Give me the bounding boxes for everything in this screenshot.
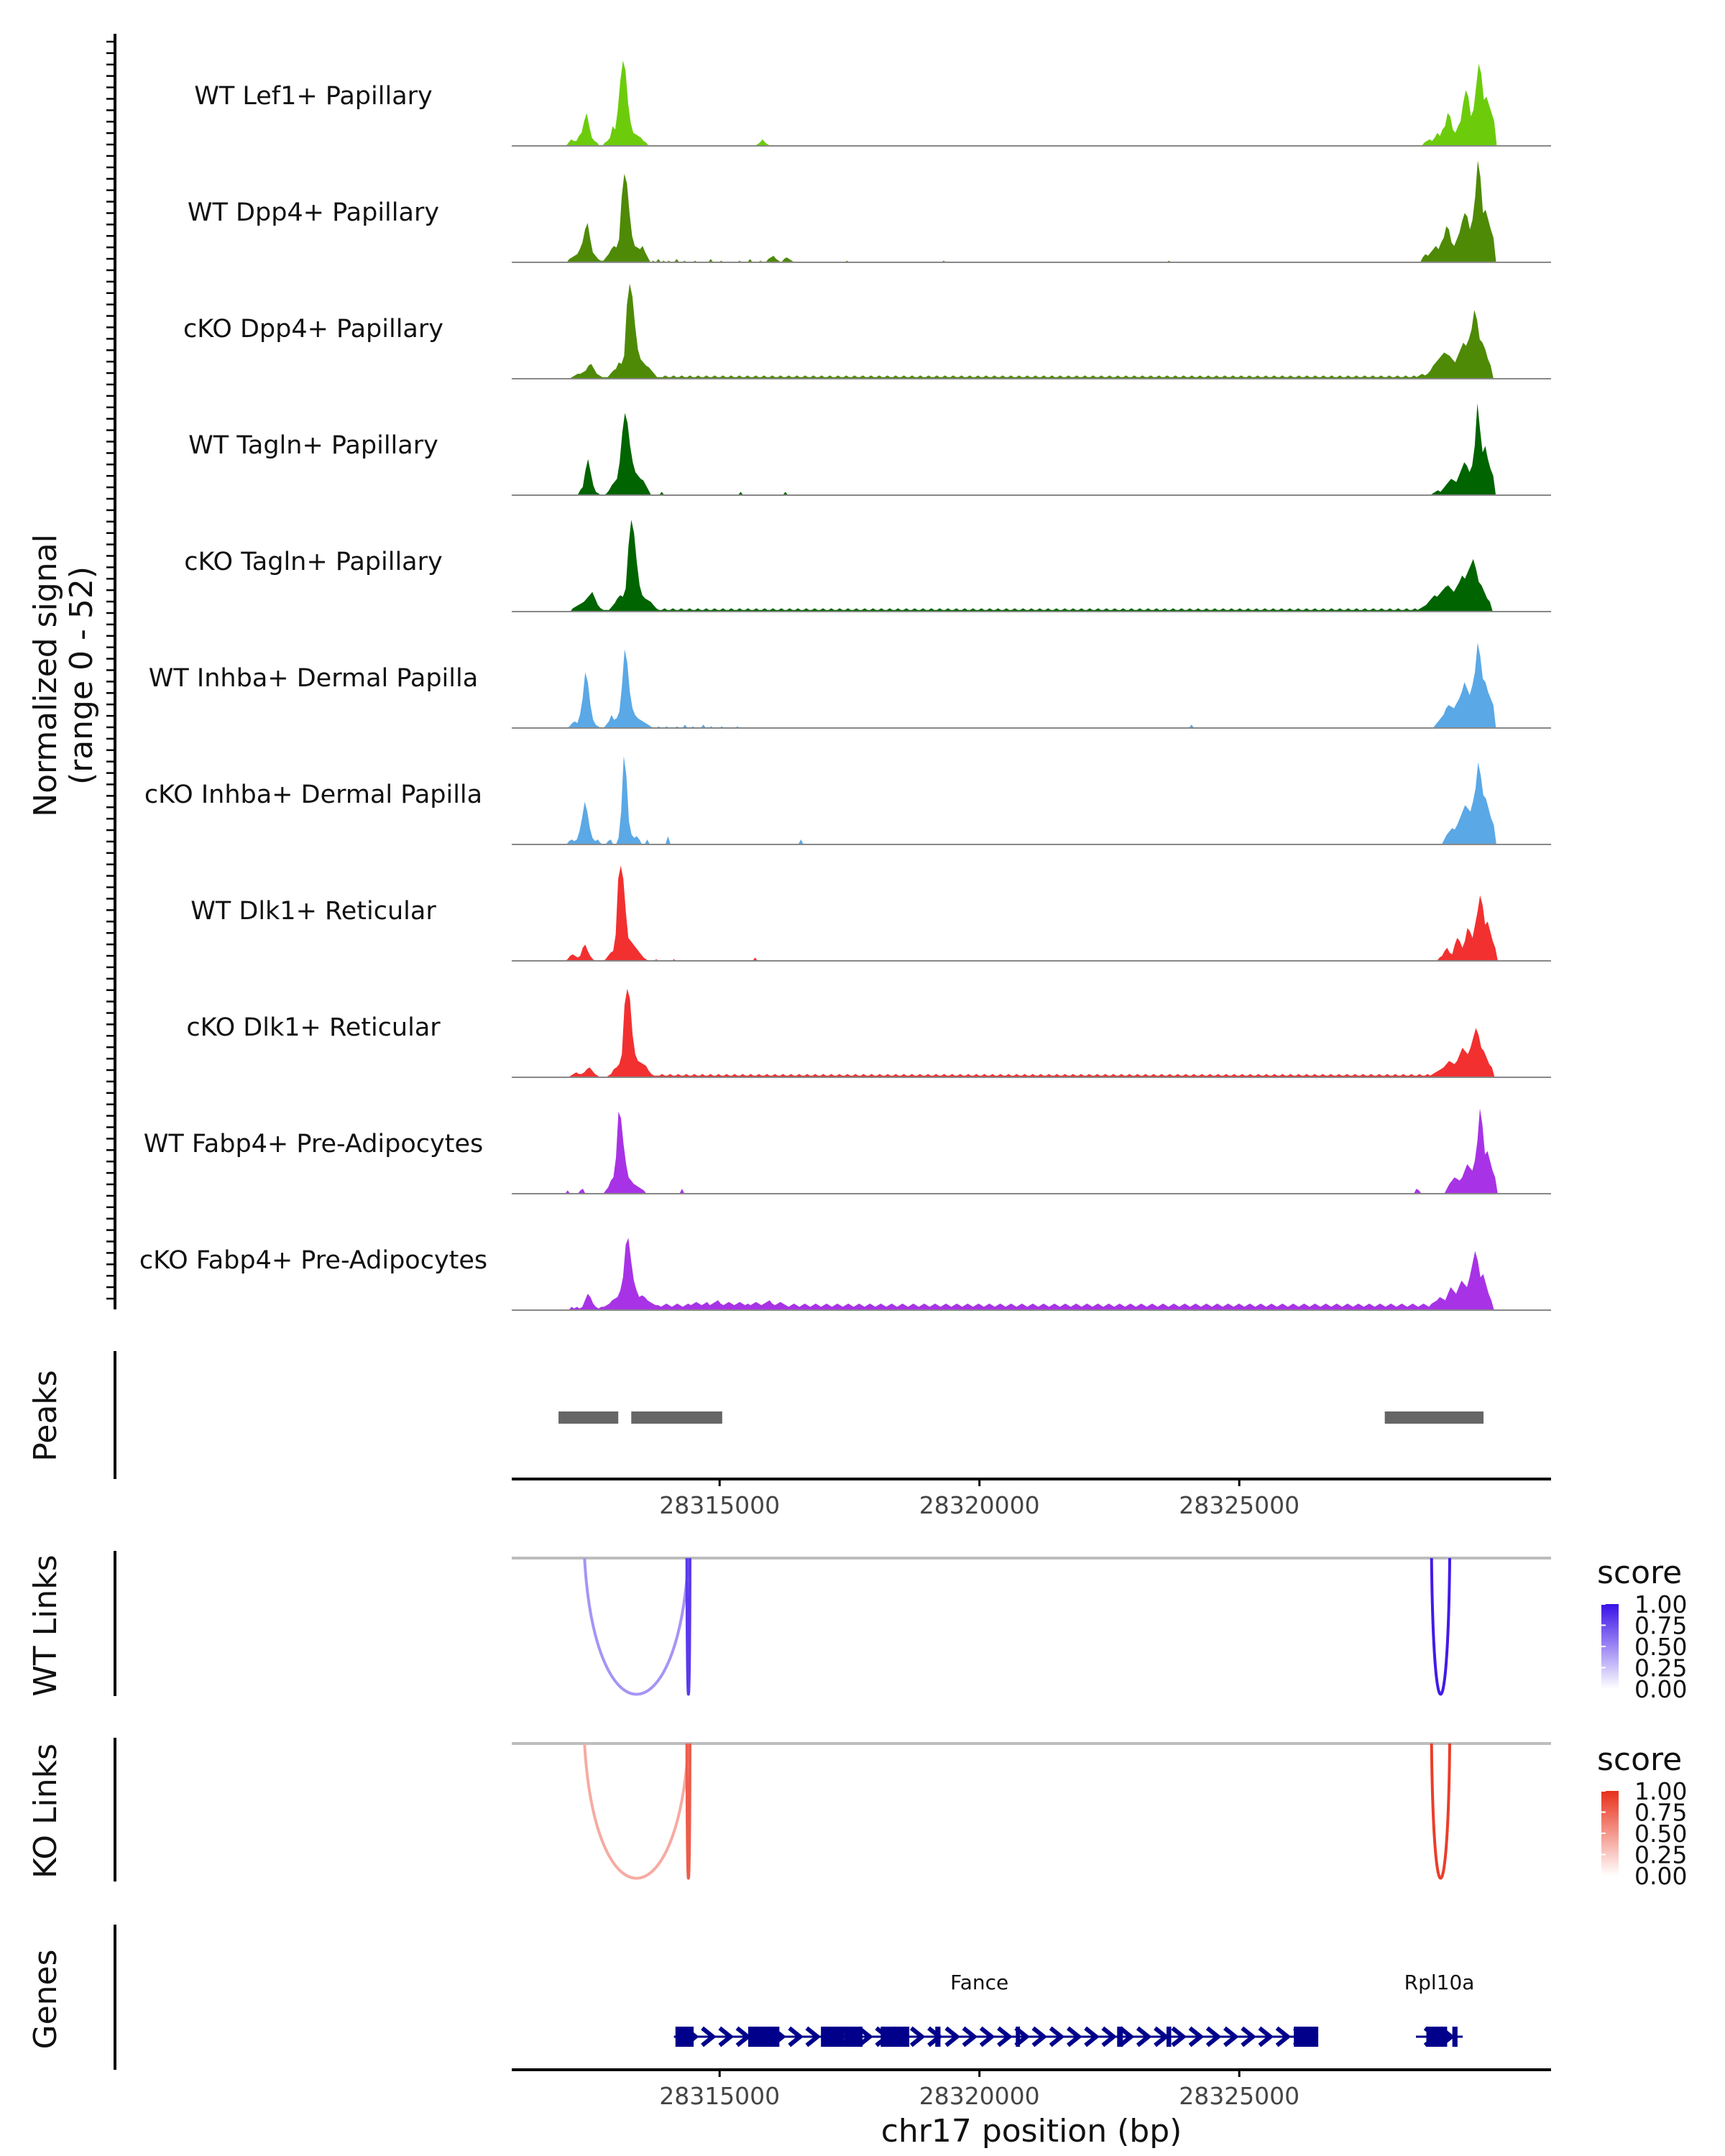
- coverage-area-track-3: [512, 403, 1551, 495]
- track-label-8: cKO Dlk1+ Reticular: [186, 1013, 441, 1042]
- track-label-10: cKO Fabp4+ Pre-Adipocytes: [139, 1246, 487, 1275]
- genes-label: Genes: [27, 1949, 64, 2049]
- link-arc-0: [583, 1557, 690, 1696]
- ko-link-arcs: [583, 1743, 1452, 1880]
- coverage-tracks: WT Lef1+ Papillary WT Dpp4+ Papillary cKO …: [139, 60, 1551, 1311]
- track-label-9: WT Fabp4+ Pre-Adipocytes: [144, 1130, 483, 1158]
- track-label-1: WT Dpp4+ Papillary: [188, 198, 439, 227]
- wt-links-panel: WT Links score 1.000.750.500.250.00: [27, 1551, 1687, 1703]
- coverage-area-track-7: [512, 865, 1551, 961]
- peak-regions: [558, 1411, 1484, 1424]
- x-tick-label-bottom-1: 28320000: [919, 2082, 1040, 2110]
- coverage-area-track-4: [512, 520, 1551, 612]
- track-label-0: WT Lef1+ Papillary: [194, 82, 433, 111]
- peaks-label: Peaks: [27, 1370, 64, 1461]
- peak-region-0: [558, 1411, 619, 1424]
- coverage-area-track-8: [512, 988, 1551, 1077]
- wt-link-arcs: [583, 1557, 1452, 1696]
- link-arc-2: [1430, 1743, 1452, 1880]
- coverage-area-track-0: [512, 60, 1551, 146]
- link-arc-2: [1430, 1557, 1452, 1696]
- link-arc-0: [583, 1743, 690, 1880]
- exon-0-7: [1117, 2027, 1123, 2047]
- legend-tick-label-3: 0.25: [1634, 1654, 1687, 1682]
- x-tick-label-top-1: 28320000: [919, 1491, 1040, 1519]
- exon-0-0: [675, 2027, 694, 2047]
- peaks-panel: Peaks 28315000 28320000 28325000: [27, 1351, 1551, 1519]
- x-axis-ticks-bottom: 28315000 28320000 28325000: [659, 2070, 1300, 2110]
- exon-0-9: [1294, 2027, 1319, 2047]
- coverage-area-track-5: [512, 642, 1551, 728]
- legend-tick-label-2: 0.50: [1634, 1633, 1687, 1661]
- legend-tick-label-1: 0.75: [1634, 1799, 1687, 1827]
- exon-1-0: [1426, 2027, 1448, 2047]
- track-label-5: WT Inhba+ Dermal Papilla: [149, 664, 478, 693]
- exon-0-3: [844, 2027, 863, 2047]
- coverage-y-label-range: (range 0 - 52): [63, 566, 100, 785]
- legend-tick-label-0: 1.00: [1634, 1777, 1687, 1805]
- peak-region-1: [631, 1411, 722, 1424]
- peak-region-2: [1384, 1411, 1484, 1424]
- legend-tick-label-2: 0.50: [1634, 1820, 1687, 1848]
- legend-tick-label-1: 0.75: [1634, 1612, 1687, 1640]
- genes-panel: Genes Fance Rpl10a 28315000 28320000 283250…: [27, 1925, 1551, 2150]
- gene-name-1: Rpl10a: [1404, 1971, 1475, 1994]
- exon-0-1: [748, 2027, 780, 2047]
- gene-models: Fance Rpl10a: [673, 1971, 1475, 2047]
- exon-0-6: [1016, 2027, 1021, 2047]
- wt-score-legend: score 1.000.750.500.250.00: [1597, 1554, 1687, 1703]
- track-label-3: WT Tagln+ Papillary: [188, 431, 438, 460]
- link-arc-1: [685, 1743, 691, 1880]
- coverage-panel: Normalized signal (range 0 - 52) WT Lef1…: [27, 34, 1551, 1311]
- track-label-7: WT Dlk1+ Reticular: [190, 897, 436, 926]
- wt-legend-ticks: 1.000.750.500.250.00: [1601, 1590, 1687, 1703]
- gene-name-0: Fance: [950, 1971, 1008, 1994]
- ko-legend-ticks: 1.000.750.500.250.00: [1601, 1777, 1687, 1890]
- link-arc-1: [685, 1557, 691, 1696]
- coverage-area-track-2: [512, 283, 1551, 379]
- x-axis-ticks-top: 28315000 28320000 28325000: [659, 1479, 1300, 1519]
- x-tick-label-bottom-0: 28315000: [659, 2082, 780, 2110]
- coverage-area-track-6: [512, 755, 1551, 844]
- exon-0-8: [1166, 2027, 1172, 2047]
- legend-tick-label-3: 0.25: [1634, 1841, 1687, 1869]
- x-tick-label-top-2: 28325000: [1179, 1491, 1300, 1519]
- coverage-y-label: Normalized signal: [27, 534, 64, 817]
- ko-legend-title: score: [1597, 1741, 1682, 1778]
- legend-tick-label-0: 1.00: [1634, 1590, 1687, 1618]
- coverage-area-track-1: [512, 160, 1551, 262]
- legend-tick-label-4: 0.00: [1634, 1675, 1687, 1703]
- wt-legend-title: score: [1597, 1554, 1682, 1591]
- track-label-4: cKO Tagln+ Papillary: [184, 548, 443, 576]
- exon-0-5: [935, 2027, 941, 2047]
- ko-links-label: KO Links: [27, 1743, 64, 1879]
- exon-0-2: [821, 2027, 845, 2047]
- coverage-area-track-10: [512, 1238, 1551, 1310]
- coverage-y-ticks: [106, 40, 115, 1300]
- ko-links-panel: KO Links score 1.000.750.500.250.00: [27, 1738, 1687, 1890]
- track-label-6: cKO Inhba+ Dermal Papilla: [144, 780, 482, 809]
- x-axis-label: chr17 position (bp): [881, 2113, 1182, 2150]
- legend-tick-label-4: 0.00: [1634, 1862, 1687, 1890]
- exon-0-4: [880, 2027, 910, 2047]
- track-label-2: cKO Dpp4+ Papillary: [183, 315, 443, 344]
- exon-1-1: [1452, 2027, 1458, 2047]
- ko-score-legend: score 1.000.750.500.250.00: [1597, 1741, 1687, 1890]
- x-tick-label-bottom-2: 28325000: [1179, 2082, 1300, 2110]
- x-tick-label-top-0: 28315000: [659, 1491, 780, 1519]
- wt-links-label: WT Links: [27, 1554, 64, 1696]
- coverage-area-track-9: [512, 1108, 1551, 1194]
